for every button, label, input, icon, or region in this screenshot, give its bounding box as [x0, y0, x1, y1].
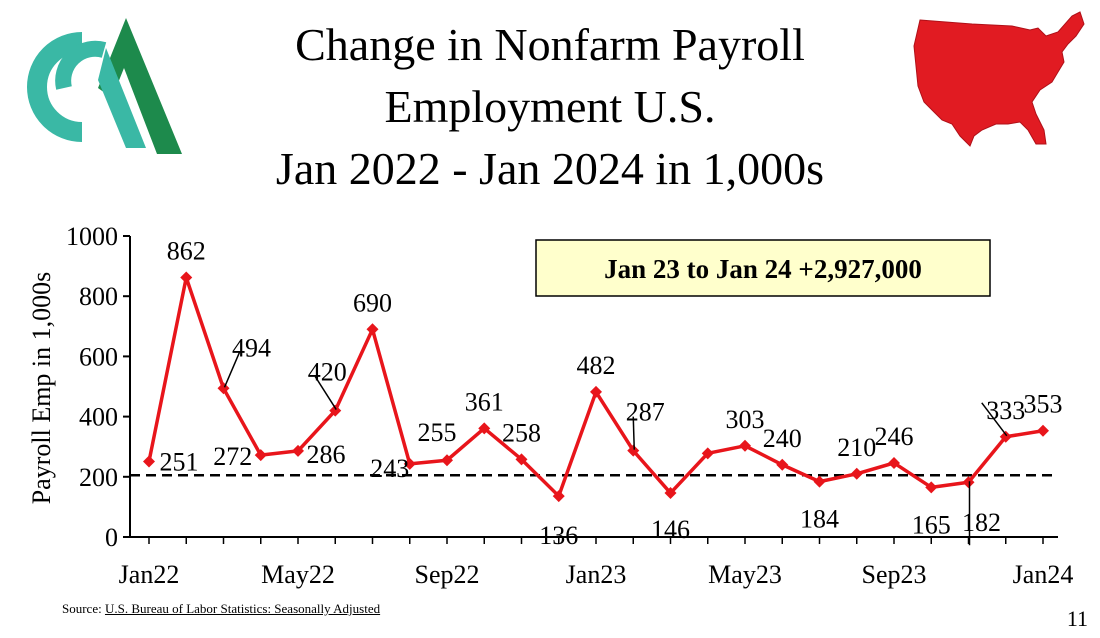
y-tick-label: 600: [79, 342, 118, 371]
data-point: [254, 449, 267, 462]
callout-text: Jan 23 to Jan 24 +2,927,000: [604, 254, 922, 284]
x-tick-label: Jan23: [566, 560, 627, 589]
data-point: [925, 481, 938, 494]
data-point: [180, 271, 193, 284]
data-label: 246: [875, 422, 914, 451]
data-label: 420: [308, 358, 347, 387]
label-leader-line: [314, 376, 337, 410]
data-label: 136: [539, 521, 578, 550]
y-tick-label: 1000: [66, 222, 118, 251]
data-label: 862: [167, 237, 206, 266]
label-leader-line: [632, 416, 635, 450]
data-label: 272: [213, 442, 252, 471]
data-point: [366, 323, 379, 336]
data-point: [478, 422, 491, 435]
data-point: [143, 455, 155, 468]
company-logo-icon: [27, 18, 182, 154]
data-point: [627, 444, 640, 457]
title-line-2: Employment U.S.: [384, 81, 716, 132]
data-label: 240: [763, 424, 802, 453]
y-tick-label: 800: [79, 282, 118, 311]
label-leader-line: [981, 402, 1008, 437]
title-line-1: Change in Nonfarm Payroll: [295, 19, 805, 70]
data-point: [441, 454, 453, 467]
source-note: Source: U.S. Bureau of Labor Statistics:…: [62, 601, 380, 617]
data-label: 210: [837, 433, 876, 462]
data-point: [701, 447, 714, 460]
chart-title: Change in Nonfarm Payroll Employment U.S…: [200, 14, 900, 200]
y-tick-label: 400: [79, 403, 118, 432]
data-label: 690: [353, 288, 392, 317]
data-point: [664, 487, 677, 500]
data-label: 243: [370, 454, 409, 483]
data-label: 184: [800, 505, 839, 534]
data-label: 333: [986, 396, 1025, 425]
data-point: [813, 475, 826, 488]
data-label: 286: [307, 440, 346, 469]
data-label: 303: [726, 405, 765, 434]
data-label: 287: [626, 398, 665, 427]
callout-box: [535, 239, 991, 297]
us-map-icon: [913, 11, 1085, 147]
data-label: 165: [912, 510, 951, 539]
data-point: [850, 467, 863, 480]
data-point: [962, 476, 975, 489]
data-label: 361: [465, 387, 504, 416]
x-tick-label: Jan24: [1013, 560, 1074, 589]
data-label: 251: [160, 447, 199, 476]
title-line-3: Jan 2022 - Jan 2024 in 1,000s: [275, 143, 825, 194]
data-label: 146: [651, 515, 690, 544]
y-tick-label: 200: [79, 463, 118, 492]
data-point: [217, 382, 230, 395]
data-label: 258: [502, 418, 541, 447]
x-tick-label: Jan22: [119, 560, 180, 589]
label-leader-line: [223, 352, 241, 388]
data-point: [552, 490, 565, 503]
data-point: [739, 439, 751, 452]
y-tick-label: 0: [105, 523, 118, 552]
x-tick-label: Sep23: [862, 560, 927, 589]
page-number: 11: [1066, 606, 1088, 631]
data-label: 482: [577, 351, 616, 380]
data-point: [403, 457, 416, 470]
data-label: 255: [418, 418, 457, 447]
x-tick-label: May22: [261, 560, 335, 589]
y-axis-label: Payroll Emp in 1,000s: [27, 272, 56, 505]
x-tick-label: May23: [708, 560, 782, 589]
data-label: 182: [962, 508, 1001, 537]
data-point: [1037, 424, 1049, 437]
data-point: [292, 444, 304, 457]
data-point: [888, 456, 900, 469]
data-point: [590, 385, 602, 398]
data-point: [999, 430, 1012, 443]
data-point: [329, 404, 342, 417]
data-label: 494: [232, 333, 271, 362]
data-point: [515, 453, 528, 466]
source-link[interactable]: U.S. Bureau of Labor Statistics: Seasona…: [104, 601, 381, 616]
x-tick-label: Sep22: [415, 560, 480, 589]
source-label: Source:: [62, 601, 105, 616]
data-point: [776, 458, 789, 471]
data-label: 353: [1024, 390, 1063, 419]
